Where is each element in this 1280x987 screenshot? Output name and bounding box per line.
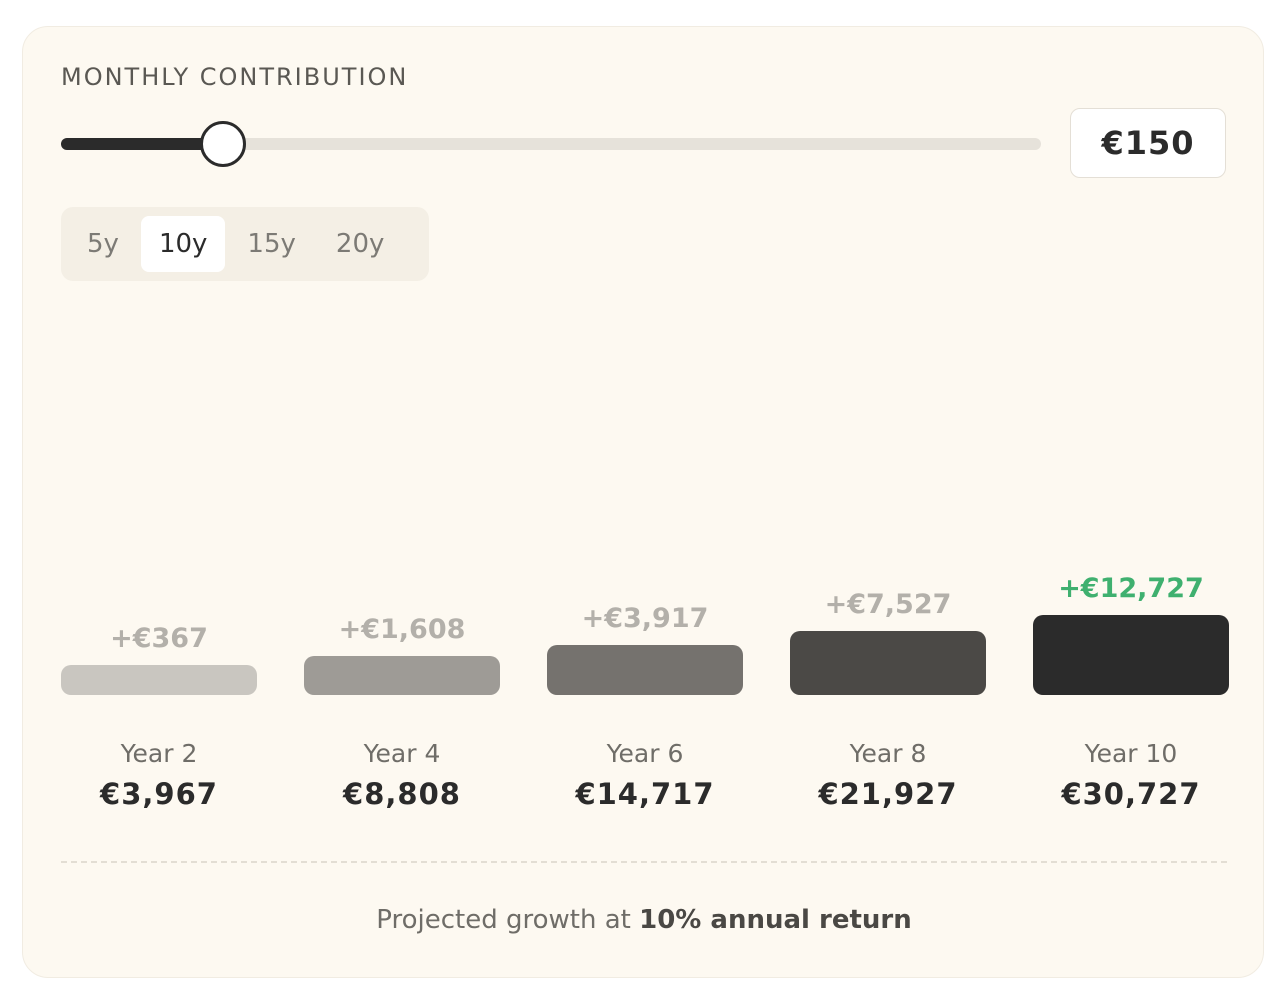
year-total-5: €30,727 bbox=[1061, 777, 1201, 811]
year-label-4: Year 8 bbox=[849, 739, 927, 768]
period-tab-15y[interactable]: 15y bbox=[247, 229, 296, 259]
footer-emphasis: 10% annual return bbox=[639, 905, 912, 935]
growth-chart: +€367 Year 2 €3,967 +€1,608 Year 4 €8,808 +€3,… bbox=[23, 27, 1265, 979]
period-tab-10y[interactable]: 10y bbox=[140, 216, 226, 272]
slider-fill bbox=[61, 138, 223, 150]
year-label-2: Year 4 bbox=[363, 739, 441, 768]
contribution-slider[interactable] bbox=[61, 121, 1041, 167]
divider bbox=[61, 861, 1227, 863]
section-label: MONTHLY CONTRIBUTION bbox=[61, 63, 409, 91]
year-total-3: €14,717 bbox=[575, 777, 715, 811]
gain-label-4: +€7,527 bbox=[824, 589, 952, 621]
period-tab-20y[interactable]: 20y bbox=[335, 229, 385, 259]
year-label-3: Year 6 bbox=[606, 739, 684, 768]
bar-1 bbox=[61, 665, 257, 695]
year-label-1: Year 2 bbox=[120, 739, 198, 768]
year-total-1: €3,967 bbox=[100, 777, 218, 811]
contribution-value[interactable]: €150 bbox=[1070, 108, 1226, 178]
period-selector: 5y 10y 15y 20y bbox=[61, 207, 429, 281]
period-tab-5y[interactable]: 5y bbox=[87, 229, 119, 259]
bar-2 bbox=[304, 655, 500, 695]
bar-3 bbox=[547, 644, 743, 695]
year-total-2: €8,808 bbox=[343, 777, 461, 811]
gain-label-3: +€3,917 bbox=[581, 602, 709, 634]
growth-card: MONTHLY CONTRIBUTION €150 5y 10y 15y 20y +€… bbox=[22, 26, 1264, 978]
year-total-4: €21,927 bbox=[818, 777, 958, 811]
bar-5 bbox=[1033, 615, 1229, 695]
footer-prefix: Projected growth at bbox=[376, 905, 640, 935]
gain-label-1: +€367 bbox=[110, 623, 208, 654]
bar-4 bbox=[790, 631, 986, 695]
slider-thumb[interactable] bbox=[199, 121, 246, 167]
gain-label-2: +€1,608 bbox=[338, 613, 466, 645]
gain-label-5: +€12,727 bbox=[1058, 573, 1204, 604]
footer-note: Projected growth at 10% annual return bbox=[23, 905, 1265, 935]
year-label-5: Year 10 bbox=[1084, 739, 1178, 768]
